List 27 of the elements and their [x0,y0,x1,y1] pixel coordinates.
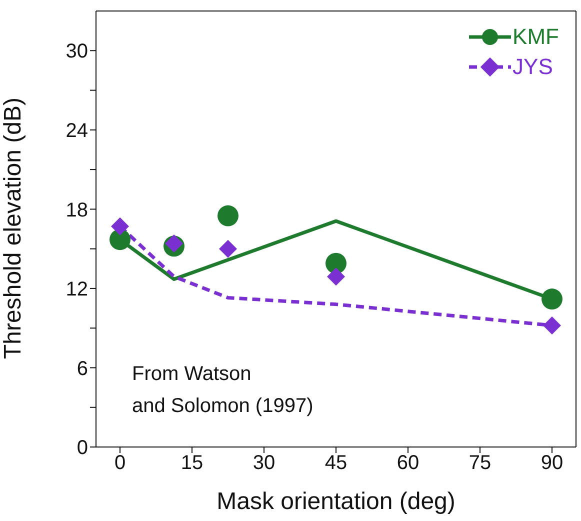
point [111,217,129,236]
point [110,229,130,250]
point [326,252,346,274]
legend-label: JYS [512,54,553,80]
x-tick-label: 0 [114,452,126,474]
point [327,268,345,286]
y-tick-label: 6 [76,358,88,380]
x-tick-label: 45 [324,452,348,474]
point [542,288,562,310]
annotation: From Watson and Solomon (1997) [132,362,314,419]
legend-label: KMF [512,24,559,50]
point [219,240,237,258]
point [165,234,183,253]
y-axis-title: Threshold elevation (dB) [0,98,27,359]
x-axis-title: Mask orientation (deg) [216,488,456,515]
x-tick-label: 30 [252,452,276,474]
y-tick-label: 0 [76,437,88,460]
x-tick-label: 60 [396,452,420,474]
y-tick-label: 30 [66,40,88,63]
y-tick-label: 12 [66,278,88,301]
x-tick-label: 75 [468,452,492,474]
x-tick-label: 90 [540,452,564,474]
y-tick-label: 18 [66,199,88,222]
x-tick-label: 15 [180,452,204,474]
y-tick-label: 24 [66,120,88,142]
point [218,205,238,226]
point [543,316,561,334]
